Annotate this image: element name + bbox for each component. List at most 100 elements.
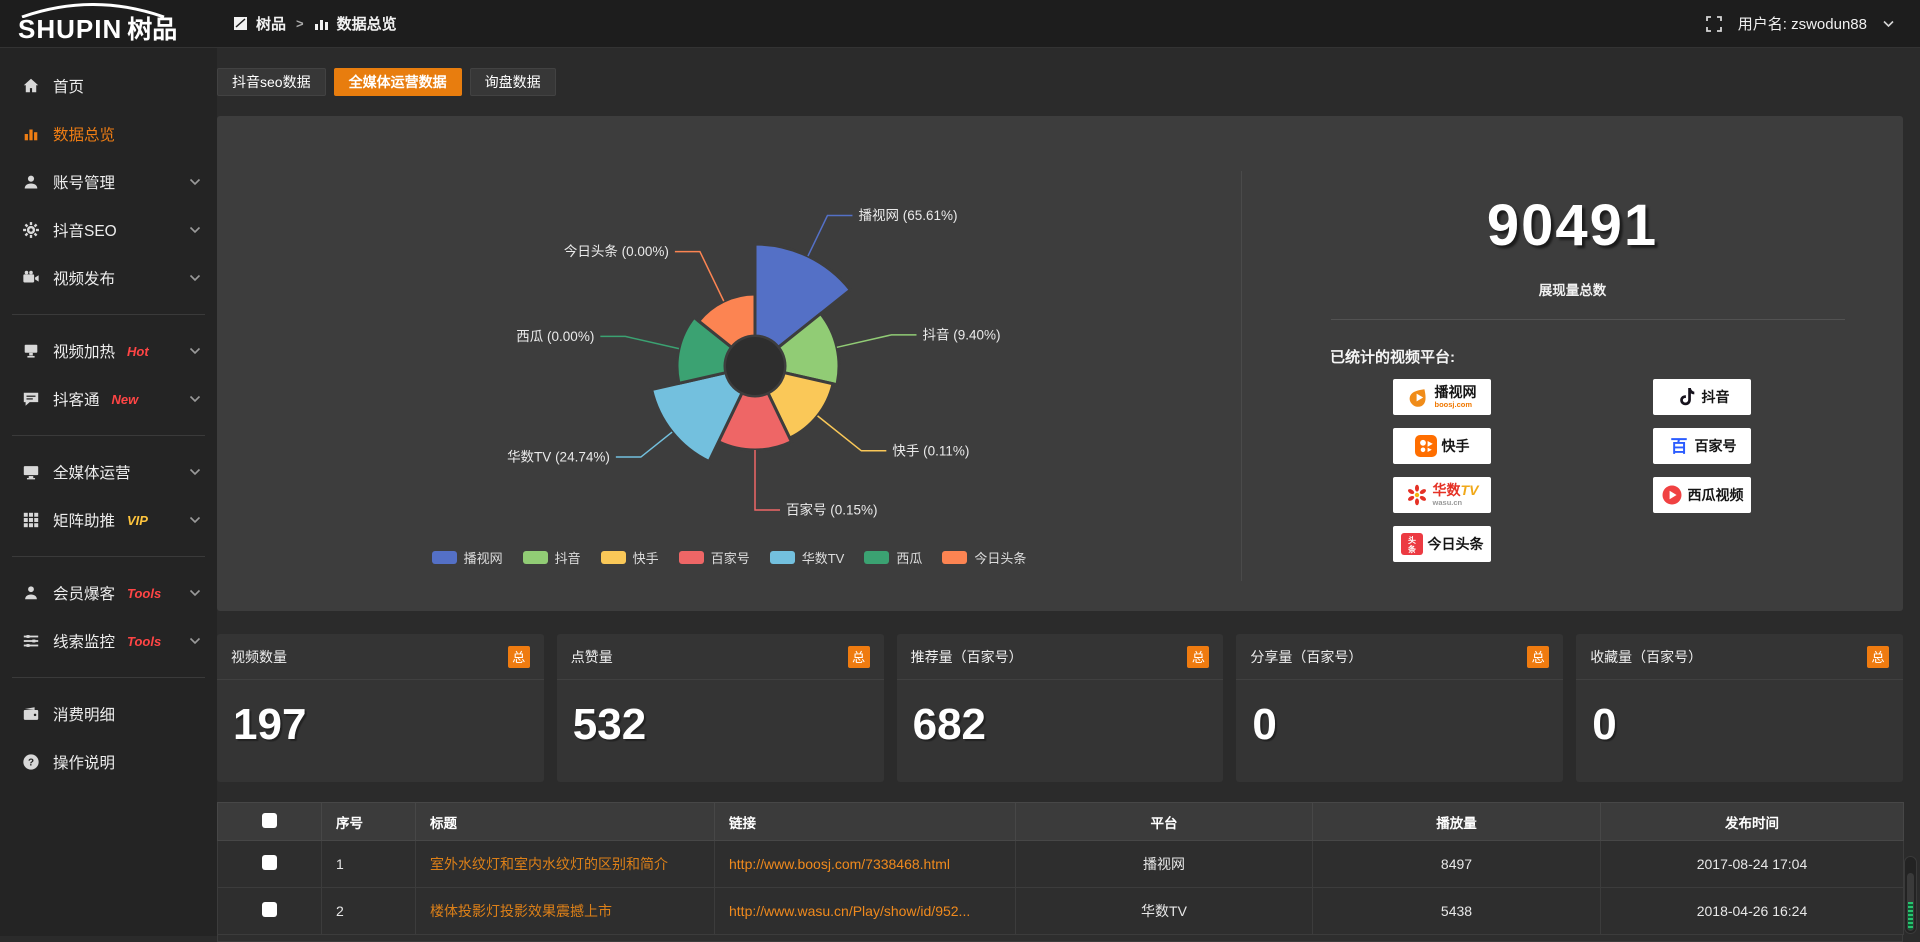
sidebar-item-label: 抖音SEO	[53, 219, 117, 241]
column-header-标题: 标题	[416, 803, 715, 841]
row-checkbox[interactable]	[262, 855, 277, 870]
logo-arc	[14, 3, 172, 18]
chevron-down-icon	[189, 637, 201, 645]
sidebar-divider	[12, 556, 205, 557]
pie-label-华数TV: 华数TV (24.74%)	[507, 450, 610, 465]
stat-card-header: 点赞量总	[557, 634, 884, 680]
baijiahao-logo: 百	[1668, 435, 1690, 457]
tab-询盘数据[interactable]: 询盘数据	[470, 68, 556, 96]
select-all-checkbox[interactable]	[262, 813, 277, 828]
chevron-down-icon	[189, 395, 201, 403]
bar-chart-icon	[22, 125, 40, 143]
sidebar-item-抖音SEO[interactable]: 抖音SEO	[0, 206, 217, 254]
gear-icon	[22, 221, 40, 239]
legend-label: 抖音	[555, 548, 581, 567]
legend-item-播视网[interactable]: 播视网	[432, 548, 503, 567]
total-badge: 总	[1527, 646, 1549, 668]
legend-swatch	[942, 551, 967, 564]
sidebar-item-视频发布[interactable]: 视频发布	[0, 254, 217, 302]
row-select-cell[interactable]	[218, 888, 322, 935]
sidebar-item-label: 数据总览	[53, 123, 115, 145]
sidebar-item-label: 抖客通	[53, 388, 100, 410]
sidebar-item-label: 矩阵助推	[53, 509, 115, 531]
chevron-down-icon[interactable]	[1883, 20, 1894, 28]
wallet-icon	[22, 705, 40, 723]
stat-card-header: 视频数量总	[217, 634, 544, 680]
username[interactable]: 用户名: zswodun88	[1738, 13, 1867, 34]
chevron-down-icon	[189, 516, 201, 524]
platform-name-text: 华数TV	[1433, 483, 1479, 497]
pie-slice-华数TV[interactable]	[652, 373, 742, 462]
row-views: 8497	[1313, 841, 1601, 888]
sidebar-item-数据总览[interactable]: 数据总览	[0, 110, 217, 158]
platform-name-text: 播视网	[1435, 385, 1477, 399]
sidebar-item-label: 线索监控	[53, 630, 115, 652]
legend-item-百家号[interactable]: 百家号	[679, 548, 750, 567]
platform-name-text: 百家号	[1695, 439, 1737, 453]
sidebar-item-label: 首页	[53, 75, 84, 97]
sidebar-item-消费明细[interactable]: 消费明细	[0, 690, 217, 738]
sidebar-item-全媒体运营[interactable]: 全媒体运营	[0, 448, 217, 496]
platform-badge-百家号: 百百家号	[1653, 428, 1751, 464]
sidebar-item-操作说明[interactable]: ?操作说明	[0, 738, 217, 786]
platform-name-text: 快手	[1442, 439, 1470, 453]
legend-item-今日头条[interactable]: 今日头条	[942, 548, 1026, 567]
fullscreen-icon[interactable]	[1706, 16, 1722, 32]
legend-item-快手[interactable]: 快手	[601, 548, 659, 567]
legend-item-抖音[interactable]: 抖音	[523, 548, 581, 567]
tab-抖音seo数据[interactable]: 抖音seo数据	[217, 68, 326, 96]
sidebar-item-首页[interactable]: 首页	[0, 62, 217, 110]
pie-label-line	[755, 450, 780, 510]
rose-pie-chart: 播视网 (65.61%)抖音 (9.40%)快手 (0.11%)百家号 (0.1…	[217, 116, 1241, 546]
platform-name-text: 今日头条	[1428, 537, 1484, 551]
total-badge: 总	[848, 646, 870, 668]
row-link[interactable]: http://www.wasu.cn/Play/show/id/952...	[715, 888, 1016, 935]
toutiao-logo: 头条	[1401, 533, 1423, 555]
legend-swatch	[770, 551, 795, 564]
row-select-cell[interactable]	[218, 841, 322, 888]
main-content: 抖音seo数据全媒体运营数据询盘数据 播视网 (65.61%)抖音 (9.40%…	[217, 48, 1903, 942]
row-title[interactable]: 楼体投影灯投影效果震撼上市	[416, 888, 715, 935]
select-all-header[interactable]	[218, 803, 322, 841]
total-badge: 总	[508, 646, 530, 668]
logo-text-cn: 树品	[127, 16, 177, 44]
tab-全媒体运营数据[interactable]: 全媒体运营数据	[334, 68, 462, 96]
pie-label-line	[616, 432, 672, 457]
legend-label: 快手	[633, 548, 659, 567]
stat-card-header: 推荐量（百家号）总	[897, 634, 1224, 680]
svg-text:条: 条	[1407, 544, 1417, 554]
chevron-down-icon	[189, 468, 201, 476]
row-platform: 播视网	[1016, 841, 1313, 888]
platform-badge-抖音: 抖音	[1653, 379, 1751, 415]
scrollbar-thumb[interactable]	[1907, 873, 1914, 931]
legend-item-西瓜[interactable]: 西瓜	[864, 548, 922, 567]
legend-item-华数TV[interactable]: 华数TV	[770, 548, 845, 567]
sidebar-item-tag: Tools	[127, 634, 161, 649]
row-publish-time: 2018-04-26 16:24	[1601, 888, 1904, 935]
row-title[interactable]: 室外水纹灯和室内水纹灯的区别和简介	[416, 841, 715, 888]
breadcrumb-current: 数据总览	[337, 13, 397, 34]
breadcrumb-root[interactable]: 树品	[256, 13, 286, 34]
sidebar-item-tag: Tools	[127, 586, 161, 601]
pie-label-今日头条: 今日头条 (0.00%)	[564, 243, 669, 259]
heat-icon	[22, 342, 40, 360]
sidebar-item-账号管理[interactable]: 账号管理	[0, 158, 217, 206]
sidebar-item-线索监控[interactable]: 线索监控 Tools	[0, 617, 217, 665]
kuaishou-logo	[1415, 435, 1437, 457]
sidebar-item-label: 全媒体运营	[53, 461, 131, 483]
user-icon	[22, 173, 40, 191]
chevron-down-icon	[189, 589, 201, 597]
scrollbar[interactable]	[1904, 856, 1917, 934]
row-link[interactable]: http://www.boosj.com/7338468.html	[715, 841, 1016, 888]
row-checkbox[interactable]	[262, 902, 277, 917]
platform-name-text: 抖音	[1702, 390, 1730, 404]
boosj-logo	[1408, 386, 1430, 408]
